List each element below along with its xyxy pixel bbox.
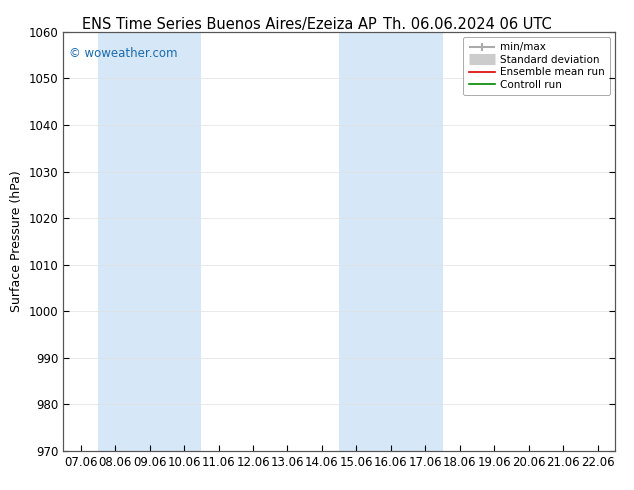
- Bar: [98, 32, 202, 451]
- Bar: [339, 32, 443, 451]
- Text: Th. 06.06.2024 06 UTC: Th. 06.06.2024 06 UTC: [383, 17, 552, 32]
- Text: © woweather.com: © woweather.com: [69, 47, 178, 59]
- Text: ENS Time Series Buenos Aires/Ezeiza AP: ENS Time Series Buenos Aires/Ezeiza AP: [82, 17, 377, 32]
- Legend: min/max, Standard deviation, Ensemble mean run, Controll run: min/max, Standard deviation, Ensemble me…: [463, 37, 610, 95]
- Y-axis label: Surface Pressure (hPa): Surface Pressure (hPa): [10, 171, 23, 312]
